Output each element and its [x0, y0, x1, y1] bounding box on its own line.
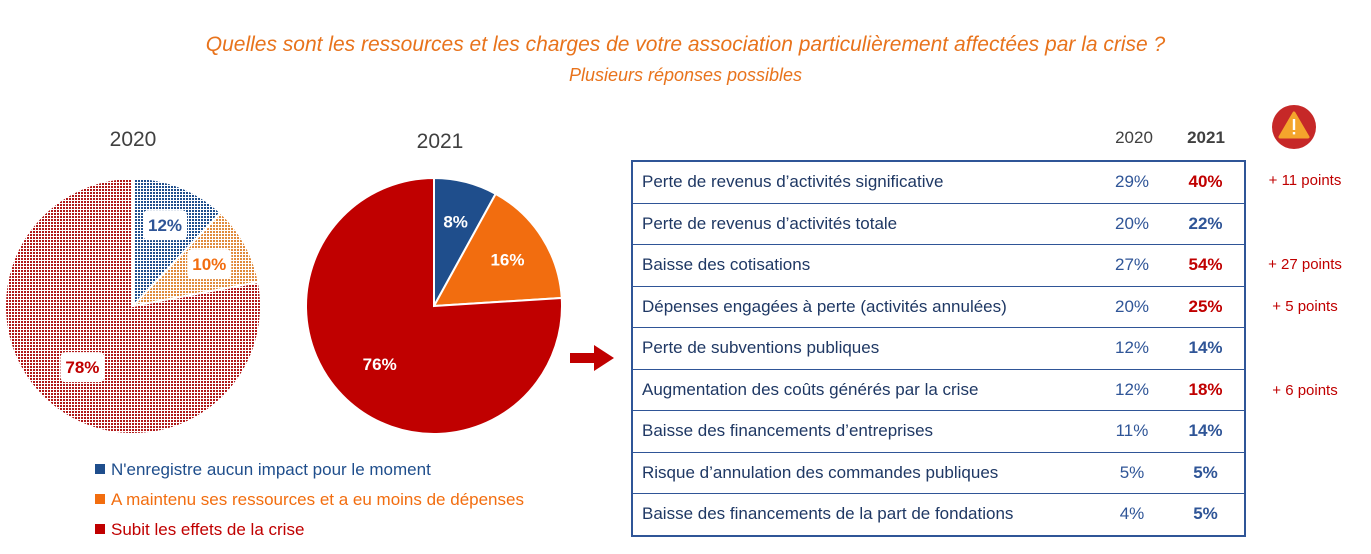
pie-2021-slice-maintained [432, 192, 563, 308]
pie-2020-label-maintained: 10% [192, 255, 226, 274]
table-row: Baisse des financements d’entreprises 11%… [632, 410, 1245, 452]
row-label: Perte de revenus d’activités totale [632, 202, 1097, 245]
pie-2021-label-maintained: 16% [490, 250, 524, 269]
row-label: Perte de revenus d’activités significati… [632, 160, 1097, 203]
value-2021: 22% [1167, 202, 1245, 245]
comparison-table: Perte de revenus d’activités significati… [631, 160, 1246, 537]
data-label-box [187, 249, 232, 280]
table-row: Dépenses engagées à perte (activités ann… [632, 285, 1245, 328]
value-2021: 54% [1167, 244, 1245, 286]
value-2020: 12% [1097, 368, 1167, 411]
row-label: Augmentation des coûts générés par la cr… [632, 368, 1097, 411]
value-2020: 20% [1097, 202, 1167, 245]
value-2021: 18% [1167, 368, 1245, 411]
legend-item-no-impact: N'enregistre aucun impact pour le moment [95, 460, 431, 480]
increase-note: + 5 points [1272, 298, 1338, 315]
row-label: Baisse des financements de la part de fo… [632, 493, 1097, 536]
pie-2021-title: 2021 [416, 130, 464, 153]
pie-2020-slice-no-impact [132, 176, 223, 309]
row-label: Baisse des cotisations [632, 244, 1097, 286]
legend-label: N'enregistre aucun impact pour le moment [111, 460, 431, 479]
table-row: Augmentation des coûts générés par la cr… [632, 368, 1245, 411]
row-label: Perte de subventions publiques [632, 327, 1097, 369]
data-label-box [143, 210, 188, 241]
value-2021: 14% [1167, 327, 1245, 369]
right-arrow-icon [570, 345, 614, 371]
value-2021: 5% [1167, 493, 1245, 536]
chart-title: Quelles sont les ressources et les charg… [205, 33, 1166, 56]
pie-charts: 12% 10% 78% 8% 16% 76% [4, 176, 563, 435]
legend-item-crisis: Subit les effets de la crise [95, 520, 304, 540]
value-2020: 11% [1097, 410, 1167, 452]
value-2020: 12% [1097, 327, 1167, 369]
row-label: Dépenses engagées à perte (activités ann… [632, 285, 1097, 328]
table-row: Risque d’annulation des commandes publiq… [632, 451, 1245, 494]
table-row: Baisse des financements de la part de fo… [632, 493, 1245, 536]
row-label: Baisse des financements d’entreprises [632, 410, 1097, 452]
chart-subtitle: Plusieurs réponses possibles [568, 65, 803, 85]
legend-item-maintained: A maintenu ses ressources et a eu moins … [95, 490, 524, 510]
pie-2021-label-crisis: 76% [363, 355, 397, 374]
value-2021: 25% [1167, 285, 1245, 328]
value-2021: 14% [1167, 410, 1245, 452]
pie-2020-label-no-impact: 12% [148, 216, 182, 235]
value-2020: 29% [1097, 160, 1167, 203]
increase-note: + 11 points [1268, 172, 1342, 189]
legend-label: A maintenu ses ressources et a eu moins … [111, 490, 524, 509]
legend-label: Subit les effets de la crise [111, 520, 305, 539]
pie-2020-title: 2020 [109, 128, 157, 151]
table-row: Perte de revenus d’activités totale 20% 22… [632, 202, 1245, 245]
value-2021: 40% [1167, 160, 1245, 203]
data-label-box [60, 352, 105, 383]
value-2020: 5% [1097, 451, 1167, 494]
value-2020: 27% [1097, 244, 1167, 286]
value-2020: 4% [1097, 493, 1167, 536]
increase-note: + 6 points [1272, 382, 1338, 399]
pie-2021-slice-crisis [305, 176, 563, 435]
pie-2021-label-no-impact: 8% [443, 213, 468, 232]
warning-triangle-icon [1272, 105, 1316, 149]
value-2021: 5% [1167, 451, 1245, 494]
column-header-2020: 2020 [1115, 128, 1153, 147]
row-label: Risque d’annulation des commandes publiq… [632, 451, 1097, 494]
table-row: Baisse des cotisations 27% 54% [632, 244, 1245, 286]
table-row: Perte de revenus d’activités significati… [632, 160, 1245, 203]
pie-2020-label-crisis: 78% [65, 358, 99, 377]
table-row: Perte de subventions publiques 12% 14% [632, 327, 1245, 369]
increase-note: + 27 points [1268, 256, 1342, 273]
value-2020: 20% [1097, 285, 1167, 328]
column-header-2021: 2021 [1187, 128, 1225, 147]
